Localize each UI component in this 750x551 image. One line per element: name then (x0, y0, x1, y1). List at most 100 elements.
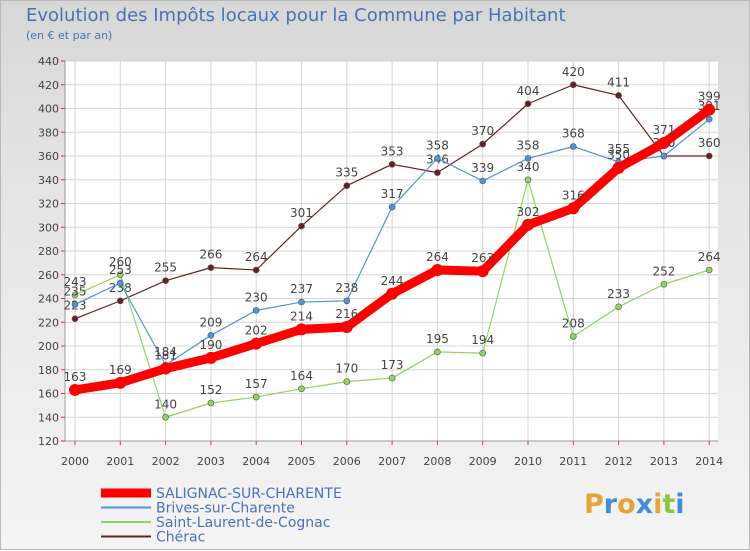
data-point-salignac-sur-charente (567, 202, 580, 215)
data-point-salignac-sur-charente (159, 362, 172, 375)
y-tick-label: 420 (38, 79, 59, 92)
y-tick-label: 340 (38, 174, 59, 187)
data-label-saint-laurent-de-cognac: 243 (64, 275, 87, 289)
data-point-ch-rac (524, 100, 532, 108)
y-tick-label: 360 (38, 150, 59, 163)
data-point-ch-rac (615, 92, 622, 99)
proxiti-logo: Proxiti (584, 489, 685, 520)
data-point-ch-rac (569, 81, 577, 89)
data-label-ch-rac: 266 (199, 248, 222, 262)
data-point-saint-laurent-de-cognac (569, 333, 577, 340)
data-point-saint-laurent-de-cognac (252, 393, 260, 401)
data-point-saint-laurent-de-cognac (524, 176, 532, 184)
y-tick-label: 240 (38, 293, 59, 306)
data-point-salignac-sur-charente (69, 383, 81, 396)
y-tick-label: 440 (38, 55, 59, 68)
x-tick-label: 2003 (197, 455, 225, 468)
data-point-ch-rac (434, 169, 441, 176)
legend-label-salignac-sur-charente: SALIGNAC-SUR-CHARENTE (156, 486, 342, 502)
y-tick-label: 120 (38, 435, 59, 448)
data-point-salignac-sur-charente (476, 265, 489, 278)
y-tick-label: 220 (38, 316, 59, 329)
data-point-ch-rac (71, 315, 79, 322)
y-tick-label: 160 (38, 388, 59, 401)
x-tick-label: 2007 (378, 455, 406, 468)
data-label-saint-laurent-de-cognac: 260 (109, 255, 132, 269)
data-label-saint-laurent-de-cognac: 164 (290, 369, 313, 383)
data-label-ch-rac: 370 (471, 124, 494, 138)
data-point-ch-rac (117, 297, 124, 305)
data-label-brives-sur-charente: 238 (335, 281, 358, 295)
y-tick-label: 140 (38, 411, 59, 424)
data-point-salignac-sur-charente (612, 161, 625, 174)
data-label-salignac-sur-charente: 169 (109, 363, 132, 377)
data-point-saint-laurent-de-cognac (388, 374, 396, 382)
data-point-saint-laurent-de-cognac (479, 349, 487, 357)
x-tick-label: 2014 (695, 455, 723, 468)
x-tick-label: 2005 (288, 455, 316, 468)
data-label-saint-laurent-de-cognac: 170 (335, 362, 358, 376)
data-label-salignac-sur-charente: 302 (517, 205, 540, 219)
data-point-brives-sur-charente (660, 152, 668, 160)
data-label-salignac-sur-charente: 216 (335, 307, 358, 321)
logo-letter: o (617, 489, 636, 520)
data-point-saint-laurent-de-cognac (207, 399, 215, 407)
data-label-ch-rac: 353 (381, 144, 404, 158)
data-label-brives-sur-charente: 237 (290, 282, 313, 296)
data-point-saint-laurent-de-cognac (117, 271, 124, 279)
data-label-saint-laurent-de-cognac: 140 (154, 397, 177, 411)
y-tick-label: 300 (38, 221, 59, 234)
data-point-saint-laurent-de-cognac (162, 413, 169, 421)
data-point-ch-rac (298, 222, 305, 230)
data-point-brives-sur-charente (569, 143, 577, 150)
data-label-saint-laurent-de-cognac: 194 (471, 333, 494, 347)
data-point-brives-sur-charente (705, 115, 713, 123)
data-point-salignac-sur-charente (703, 103, 716, 116)
y-tick-label: 400 (38, 103, 59, 116)
data-point-brives-sur-charente (252, 307, 260, 314)
data-label-salignac-sur-charente: 214 (290, 309, 313, 323)
data-label-saint-laurent-de-cognac: 173 (381, 358, 404, 372)
data-label-saint-laurent-de-cognac: 252 (652, 264, 675, 278)
data-label-ch-rac: 420 (562, 65, 585, 79)
data-label-saint-laurent-de-cognac: 157 (245, 377, 268, 391)
data-point-brives-sur-charente (207, 332, 215, 339)
y-tick-label: 320 (38, 198, 59, 211)
data-point-brives-sur-charente (343, 297, 351, 305)
x-tick-label: 2013 (650, 455, 678, 468)
data-point-brives-sur-charente (71, 301, 79, 308)
data-label-ch-rac: 255 (154, 261, 177, 275)
data-point-salignac-sur-charente (386, 287, 399, 300)
data-label-ch-rac: 404 (517, 84, 540, 98)
x-tick-label: 2010 (514, 455, 542, 468)
data-label-ch-rac: 360 (698, 136, 721, 150)
chart-subtitle: (en € et par an) (26, 29, 113, 42)
data-label-brives-sur-charente: 358 (517, 138, 540, 152)
data-label-saint-laurent-de-cognac: 340 (517, 160, 540, 174)
y-tick-label: 380 (38, 126, 59, 139)
data-label-brives-sur-charente: 235 (64, 284, 87, 298)
data-label-brives-sur-charente: 368 (562, 127, 585, 141)
x-tick-label: 2008 (423, 455, 451, 468)
data-label-brives-sur-charente: 317 (381, 187, 404, 201)
data-label-salignac-sur-charente: 264 (426, 250, 449, 264)
data-point-salignac-sur-charente (250, 337, 263, 350)
data-point-salignac-sur-charente (295, 323, 308, 336)
data-point-saint-laurent-de-cognac (298, 385, 305, 393)
data-label-brives-sur-charente: 253 (109, 263, 132, 277)
data-label-saint-laurent-de-cognac: 208 (562, 317, 585, 331)
data-label-ch-rac: 301 (290, 206, 313, 220)
data-label-brives-sur-charente: 355 (607, 142, 630, 156)
data-label-brives-sur-charente: 184 (154, 345, 177, 359)
logo-letter: P (584, 489, 604, 520)
data-point-salignac-sur-charente (522, 218, 534, 231)
data-label-saint-laurent-de-cognac: 264 (698, 250, 721, 264)
data-label-brives-sur-charente: 230 (245, 290, 268, 304)
data-label-salignac-sur-charente: 350 (607, 148, 630, 162)
x-tick-label: 2012 (605, 455, 633, 468)
data-point-saint-laurent-de-cognac (434, 348, 441, 356)
data-point-saint-laurent-de-cognac (705, 266, 713, 274)
data-label-salignac-sur-charente: 263 (471, 251, 494, 265)
